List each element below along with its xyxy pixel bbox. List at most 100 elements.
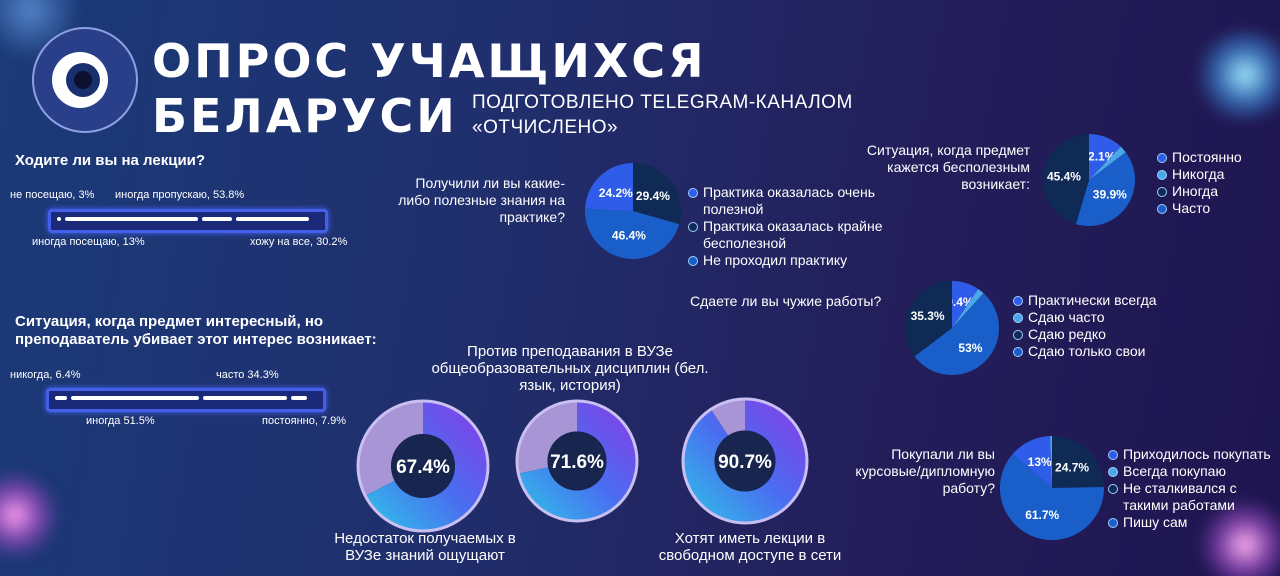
legend-dot-icon bbox=[1108, 450, 1118, 460]
legend-dot-icon bbox=[1013, 347, 1023, 357]
legend-label: Практика оказалась крайне бесполезной bbox=[703, 218, 883, 251]
legend-label: Пишу сам bbox=[1123, 514, 1188, 530]
legend-dot-icon bbox=[1108, 467, 1118, 477]
legend-label: Практика оказалась очень полезной bbox=[703, 184, 876, 217]
chart-title-practice: Получили ли вы какие-либо полезные знани… bbox=[398, 175, 565, 225]
donut-caption-general-subjects: Против преподавания в ВУЗе общеобразоват… bbox=[431, 343, 709, 394]
chart-title-interest: Ситуация, когда предмет интересный, но п… bbox=[15, 313, 377, 348]
lectures-stacked-bar bbox=[48, 209, 328, 233]
donut-hole bbox=[547, 431, 607, 491]
bar-segment bbox=[55, 396, 68, 400]
useless-pie-chart: 12.1% 39.9% 45.4% bbox=[1043, 134, 1135, 226]
pie-slice-label: 29.4% bbox=[636, 189, 670, 203]
legend-dot-icon bbox=[688, 188, 698, 198]
pie-slice bbox=[633, 163, 681, 225]
pie-slice bbox=[1089, 134, 1121, 180]
bar-label: часто 34.3% bbox=[216, 369, 279, 381]
pie-slice-label: 9.4% bbox=[946, 295, 974, 309]
legend-item: Часто bbox=[1157, 200, 1277, 217]
pie-slice bbox=[914, 293, 999, 375]
bar-segment bbox=[235, 217, 309, 221]
corner-glow bbox=[0, 470, 60, 560]
pie-slice bbox=[1050, 436, 1052, 488]
pie-slice bbox=[1012, 436, 1052, 488]
legend-dot-icon bbox=[1013, 313, 1023, 323]
legend-dot-icon bbox=[1108, 484, 1118, 494]
bar-segment bbox=[57, 217, 61, 221]
page-title-line2: БЕЛАРУСИ bbox=[152, 89, 458, 143]
pie-slice-label: 53% bbox=[958, 341, 982, 355]
donut-center-label: 67.4% bbox=[396, 457, 450, 478]
others-work-pie-chart: 9.4% 53% 35.3% bbox=[905, 281, 999, 375]
pie-slice-label: 12.1% bbox=[1081, 150, 1115, 164]
chart-title-others-work: Сдаете ли вы чужие работы? bbox=[690, 293, 882, 309]
legend-item: Не сталкивался с такими работами bbox=[1108, 480, 1280, 514]
legend-dot-icon bbox=[1157, 153, 1167, 163]
legend-dot-icon bbox=[688, 222, 698, 232]
pie-slice-label: 13% bbox=[1028, 455, 1052, 469]
chart-title-bought: Покупали ли вы курсовые/дипломную работу… bbox=[855, 446, 995, 496]
legend-dot-icon bbox=[688, 256, 698, 266]
practice-pie-chart: 29.4% 46.4% 24.2% bbox=[585, 163, 681, 259]
legend-label: Постоянно bbox=[1172, 149, 1242, 165]
corner-glow bbox=[1190, 30, 1280, 120]
bar-segment bbox=[290, 396, 307, 400]
legend-label: Не сталкивался с такими работами bbox=[1123, 480, 1237, 513]
chart-title-useless: Ситуация, когда предмет кажется бесполез… bbox=[866, 142, 1030, 192]
pie-slice-label: 39.9% bbox=[1093, 187, 1127, 201]
bar-segment bbox=[71, 396, 200, 400]
subtitle-line1: ПОДГОТОВЛЕНО TELEGRAM-КАНАЛОМ bbox=[472, 92, 853, 113]
pie-slice-label: 61.7% bbox=[1025, 508, 1059, 522]
donut-value-segment bbox=[519, 402, 636, 520]
bar-label: хожу на все, 30.2% bbox=[250, 236, 348, 248]
pie-slice bbox=[952, 288, 984, 328]
legend-label: Не проходил практику bbox=[703, 252, 848, 268]
legend-item: Практика оказалась очень полезной bbox=[688, 184, 908, 218]
donut-caption-knowledge-gap: Недостаток получаемых в ВУЗе знаний ощущ… bbox=[334, 530, 516, 564]
donut-center-label: 71.6% bbox=[550, 452, 604, 473]
donut-value-segment bbox=[684, 400, 806, 522]
chart-title-lectures: Ходите ли вы на лекции? bbox=[15, 152, 206, 169]
knowledge-gap-donut: 67.4% bbox=[356, 399, 490, 533]
pie-slice bbox=[585, 208, 680, 259]
pie-slice-label: 35.3% bbox=[911, 309, 945, 323]
donut-outline bbox=[681, 397, 809, 525]
general-subjects-donut: 71.6% bbox=[515, 399, 639, 523]
legend-label: Никогда bbox=[1172, 166, 1225, 182]
pie-slice bbox=[585, 163, 633, 211]
logo-eye-icon bbox=[32, 27, 138, 133]
legend-item: Сдаю только свои bbox=[1013, 343, 1183, 360]
donut-rest-segment bbox=[711, 400, 745, 436]
legend-label: Приходилось покупать bbox=[1123, 446, 1271, 462]
bar-label: никогда, 6.4% bbox=[10, 369, 81, 381]
pie-slice-label: 24.2% bbox=[599, 186, 633, 200]
donut-caption-online-lectures: Хотят иметь лекции в свободном доступе в… bbox=[658, 530, 842, 564]
pie-slice bbox=[1052, 436, 1104, 488]
pie-slice bbox=[1075, 152, 1135, 226]
legend-item: Всегда покупаю bbox=[1108, 463, 1280, 480]
legend-dot-icon bbox=[1157, 170, 1167, 180]
legend-dot-icon bbox=[1108, 518, 1118, 528]
bar-label: не посещаю, 3% bbox=[10, 189, 95, 201]
legend-label: Всегда покупаю bbox=[1123, 463, 1226, 479]
legend-label: Практически всегда bbox=[1028, 292, 1157, 308]
legend-label: Часто bbox=[1172, 200, 1211, 216]
legend-item: Не проходил практику bbox=[688, 252, 908, 269]
legend-label: Иногда bbox=[1172, 183, 1219, 199]
donut-hole bbox=[714, 430, 776, 492]
legend-item: Практика оказалась крайне бесполезной bbox=[688, 218, 908, 252]
legend-label: Сдаю часто bbox=[1028, 309, 1105, 325]
donut-hole bbox=[391, 434, 455, 498]
donut-outline bbox=[515, 399, 639, 523]
online-lectures-donut: 90.7% bbox=[681, 397, 809, 525]
pie-slice-label: 45.4% bbox=[1047, 169, 1081, 183]
pie-slice-label: 46.4% bbox=[612, 229, 646, 243]
bar-segment bbox=[202, 217, 232, 221]
pie-slice bbox=[952, 281, 979, 328]
bar-label: иногда 51.5% bbox=[86, 415, 155, 427]
legend-item: Практически всегда bbox=[1013, 292, 1183, 309]
donut-outline bbox=[356, 399, 490, 533]
subtitle-line2: «ОТЧИСЛЕНО» bbox=[472, 117, 619, 138]
legend-item: Иногда bbox=[1157, 183, 1277, 200]
practice-legend: Практика оказалась очень полезной Практик… bbox=[688, 184, 908, 269]
